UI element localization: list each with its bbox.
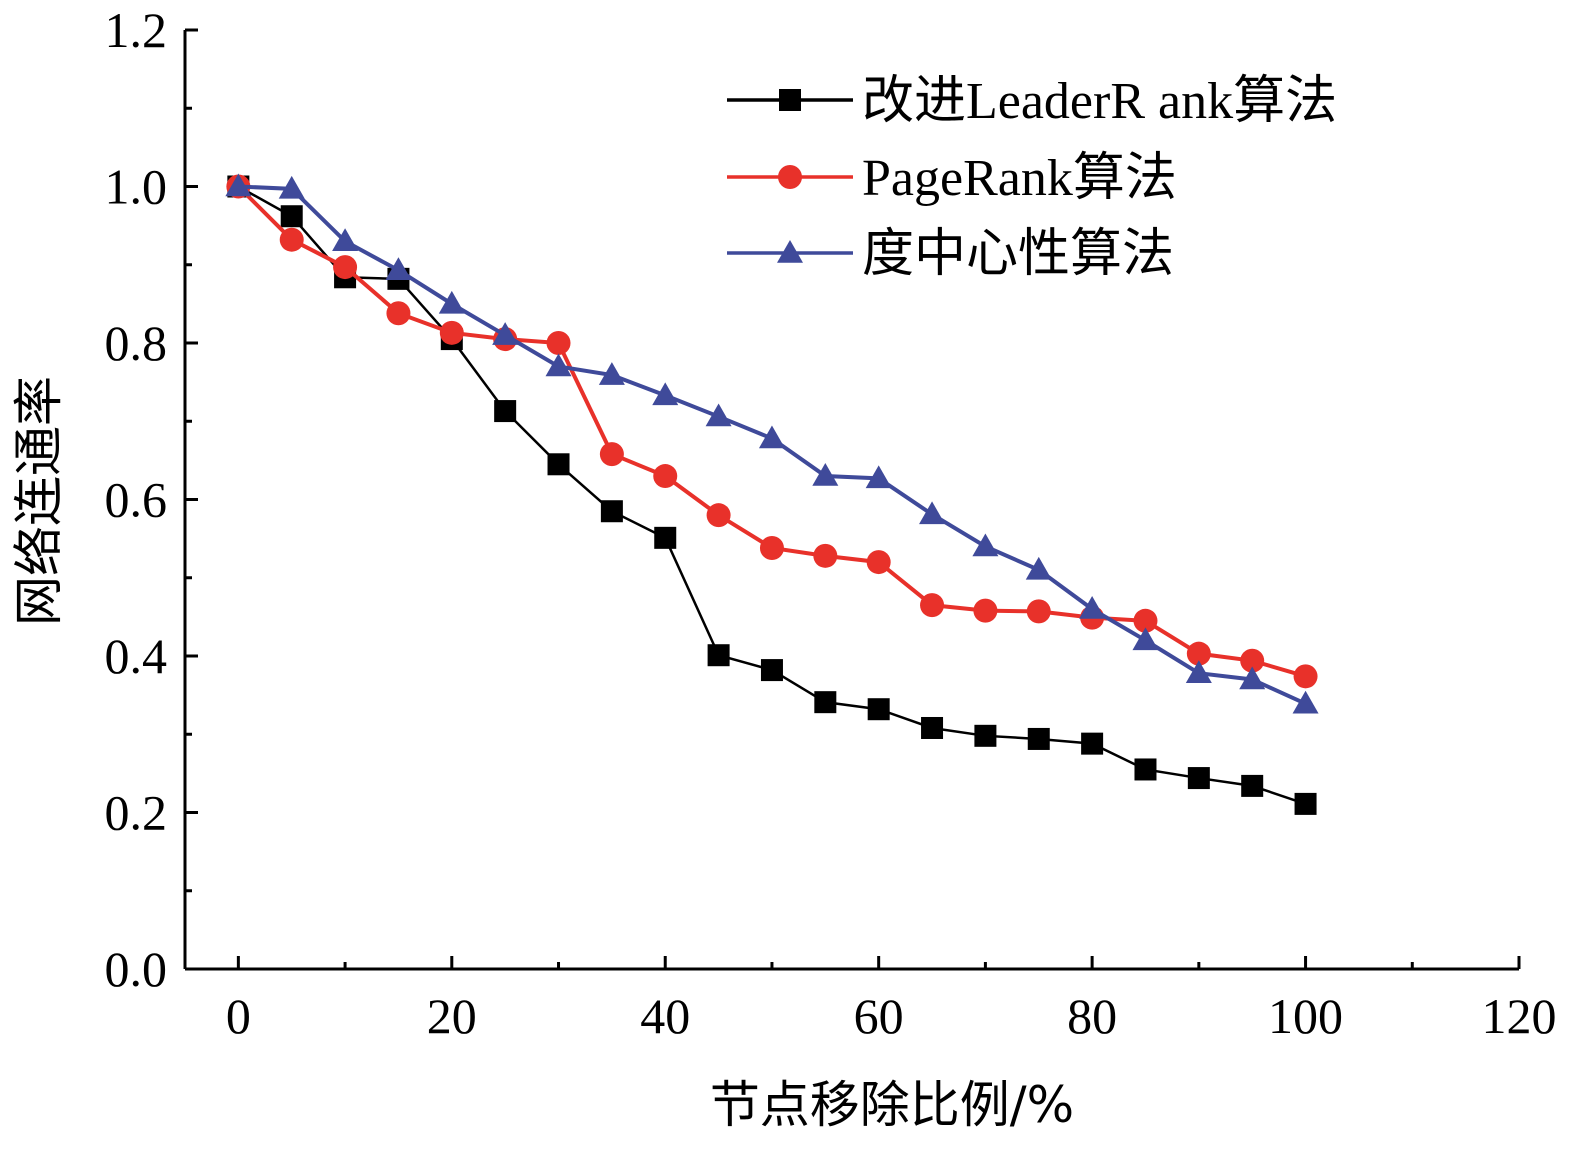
data-point-marker <box>599 442 624 467</box>
data-point-marker <box>385 257 412 280</box>
data-point-marker <box>546 331 571 355</box>
data-point-marker <box>814 691 837 714</box>
data-point-marker <box>812 463 839 486</box>
data-point-marker <box>1026 599 1051 624</box>
data-point-marker <box>494 400 517 423</box>
y-tick-label: 1.0 <box>105 159 168 215</box>
data-point-marker <box>654 526 677 549</box>
data-point-marker <box>547 453 570 476</box>
data-point-marker <box>1294 792 1317 815</box>
data-point-marker <box>1025 556 1052 580</box>
y-tick-label: 0.8 <box>105 315 168 371</box>
data-point-marker <box>973 598 998 623</box>
data-point-marker <box>974 724 997 747</box>
x-tick-label: 0 <box>226 988 251 1044</box>
data-point-marker <box>1293 664 1318 689</box>
y-tick-label: 0.0 <box>105 941 168 997</box>
y-axis-title: 网络连通率 <box>10 376 68 626</box>
y-tick-label: 0.2 <box>105 785 168 841</box>
data-point-marker <box>972 533 999 557</box>
legend-label: PageRank算法 <box>862 150 1177 207</box>
x-tick-label: 40 <box>640 988 690 1044</box>
data-point-marker <box>759 536 784 561</box>
data-point-marker <box>279 227 304 252</box>
data-point-marker <box>921 716 944 739</box>
y-tick-label: 0.4 <box>105 628 168 684</box>
x-tick-label: 80 <box>1067 988 1117 1044</box>
data-point-marker <box>707 644 730 667</box>
data-point-marker <box>653 464 678 489</box>
data-point-marker <box>1240 648 1265 673</box>
data-point-marker <box>280 205 303 228</box>
data-point-marker <box>225 173 252 197</box>
data-point-marker <box>652 382 679 406</box>
data-point-marker <box>865 465 892 489</box>
data-point-marker <box>1239 666 1266 690</box>
legend-label: 度中心性算法 <box>862 226 1174 283</box>
data-point-marker <box>598 362 625 385</box>
data-point-marker <box>1133 608 1158 633</box>
legend-item: 度中心性算法 <box>727 226 1174 283</box>
data-point-marker <box>438 290 465 314</box>
plot-axes: 0.0 0.2 0.4 0.6 0.8 1.0 1.2 0 20 40 60 80 100 120 <box>105 2 1557 1044</box>
data-point-marker <box>758 425 785 449</box>
series-3 <box>225 173 1319 714</box>
y-tick-label: 0.6 <box>105 472 168 528</box>
data-point-marker <box>920 593 945 618</box>
legend-item: PageRank算法 <box>727 150 1177 207</box>
data-point-marker <box>1079 596 1106 619</box>
data-point-marker <box>813 543 838 568</box>
data-point-marker <box>760 659 783 682</box>
data-point-marker <box>545 353 572 377</box>
data-point-marker <box>600 500 623 523</box>
data-point-marker <box>278 175 305 199</box>
data-point-marker <box>706 503 731 528</box>
x-tick-label: 60 <box>854 988 904 1044</box>
data-point-marker <box>492 322 519 345</box>
data-point-marker <box>332 228 359 252</box>
data-point-marker <box>1027 727 1050 750</box>
y-tick-label: 1.2 <box>105 2 168 58</box>
data-point-marker <box>866 550 891 575</box>
data-point-marker <box>777 240 803 263</box>
data-point-marker <box>867 698 890 721</box>
data-point-marker <box>386 301 411 326</box>
data-point-marker <box>1241 774 1264 797</box>
data-point-marker <box>1292 690 1319 714</box>
data-point-marker <box>778 165 802 189</box>
x-axis-title: 节点移除比例/% <box>710 1076 1074 1134</box>
data-point-marker <box>705 403 732 427</box>
data-point-marker <box>1134 758 1157 781</box>
x-tick-label: 120 <box>1482 988 1557 1044</box>
series-layer <box>225 173 1319 815</box>
data-point-marker <box>333 255 358 280</box>
data-point-marker <box>779 89 801 111</box>
x-tick-label: 100 <box>1268 988 1343 1044</box>
series-2 <box>226 174 1318 689</box>
x-tick-label: 20 <box>427 988 477 1044</box>
data-point-marker <box>919 501 946 525</box>
legend-label: 改进LeaderR ank算法 <box>862 73 1337 130</box>
data-point-marker <box>439 320 464 345</box>
data-point-marker <box>1081 732 1104 755</box>
data-point-marker <box>1185 660 1212 683</box>
data-point-marker <box>1132 627 1159 651</box>
data-point-marker <box>1186 641 1211 666</box>
series-1 <box>227 175 1317 815</box>
data-point-marker <box>1187 767 1210 790</box>
legend-item: 改进LeaderR ank算法 <box>727 73 1337 130</box>
